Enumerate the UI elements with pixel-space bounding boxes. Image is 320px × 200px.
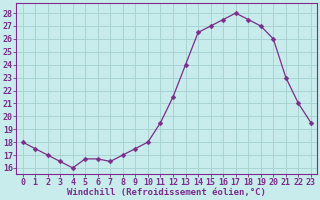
X-axis label: Windchill (Refroidissement éolien,°C): Windchill (Refroidissement éolien,°C) [67, 188, 266, 197]
